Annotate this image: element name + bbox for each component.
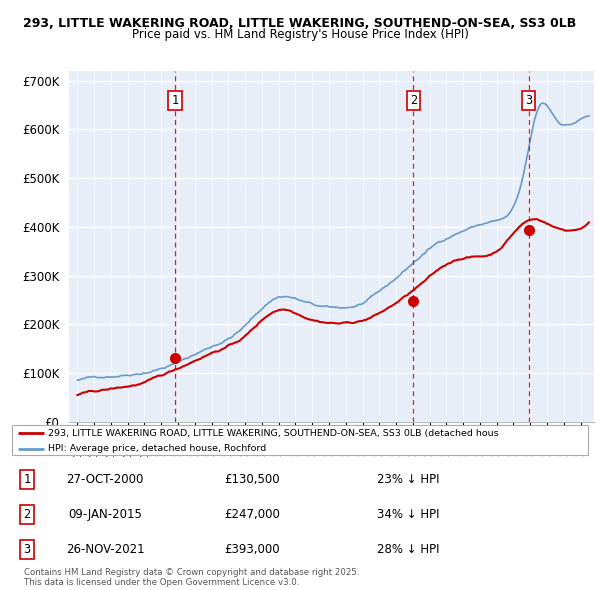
Text: 2: 2 [410,94,417,107]
Text: 34% ↓ HPI: 34% ↓ HPI [377,508,439,521]
Text: 2: 2 [23,508,31,521]
Text: 28% ↓ HPI: 28% ↓ HPI [377,543,439,556]
Text: Price paid vs. HM Land Registry's House Price Index (HPI): Price paid vs. HM Land Registry's House … [131,28,469,41]
Text: HPI: Average price, detached house, Rochford: HPI: Average price, detached house, Roch… [48,444,266,453]
Text: 1: 1 [172,94,179,107]
Text: £393,000: £393,000 [224,543,280,556]
Text: 26-NOV-2021: 26-NOV-2021 [65,543,145,556]
Text: £130,500: £130,500 [224,473,280,486]
Text: 09-JAN-2015: 09-JAN-2015 [68,508,142,521]
Text: £247,000: £247,000 [224,508,280,521]
Text: 3: 3 [525,94,532,107]
Text: 293, LITTLE WAKERING ROAD, LITTLE WAKERING, SOUTHEND-ON-SEA, SS3 0LB (detached h: 293, LITTLE WAKERING ROAD, LITTLE WAKERI… [48,429,499,438]
Text: 3: 3 [23,543,31,556]
Text: 23% ↓ HPI: 23% ↓ HPI [377,473,439,486]
Text: 27-OCT-2000: 27-OCT-2000 [67,473,143,486]
Text: Contains HM Land Registry data © Crown copyright and database right 2025.
This d: Contains HM Land Registry data © Crown c… [24,568,359,587]
Text: 293, LITTLE WAKERING ROAD, LITTLE WAKERING, SOUTHEND-ON-SEA, SS3 0LB: 293, LITTLE WAKERING ROAD, LITTLE WAKERI… [23,17,577,30]
Text: 1: 1 [23,473,31,486]
